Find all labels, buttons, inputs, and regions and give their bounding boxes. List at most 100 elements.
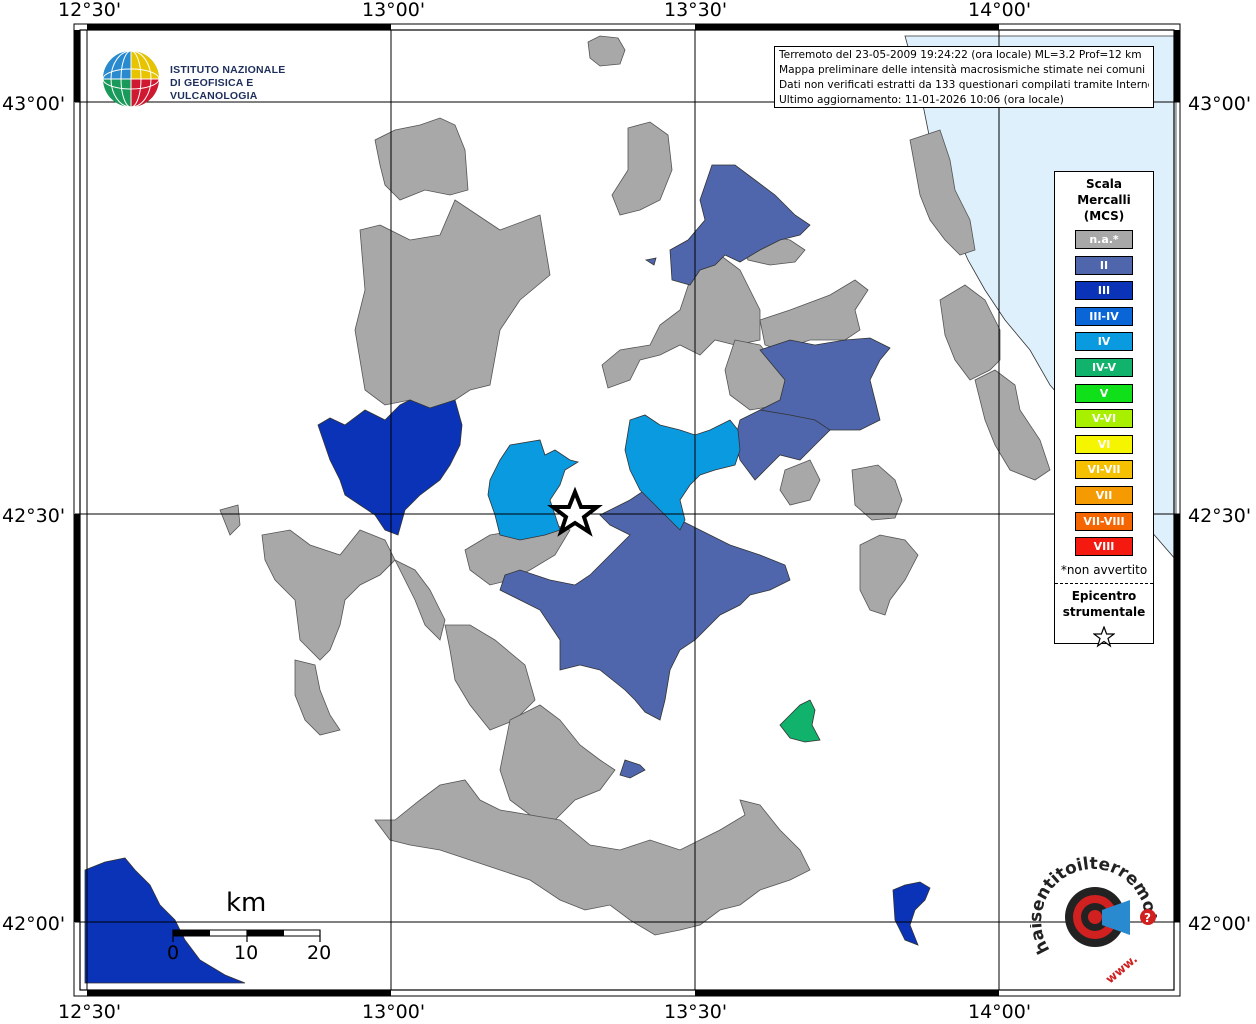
comune-ii <box>644 257 657 266</box>
lon-label-bottom: 12°30' <box>58 1001 121 1023</box>
comune-na <box>354 199 551 411</box>
legend-item: VI-VII <box>1075 460 1133 480</box>
legend-item: n.a.* <box>1075 230 1133 249</box>
comune-na <box>909 129 976 256</box>
logo-line: ISTITUTO NAZIONALE <box>170 64 286 76</box>
legend-note: *non avvertito <box>1060 562 1148 577</box>
comune-na <box>974 369 1051 481</box>
comune-na <box>587 35 626 67</box>
comune-na <box>374 779 811 936</box>
legend-epicenter-line: Epicentro <box>1071 588 1137 603</box>
comune-na <box>859 534 919 616</box>
logo-line: DI GEOFISICA E VULCANOLOGIA <box>170 77 258 102</box>
comune-na <box>779 459 821 506</box>
legend-item: VIII <box>1075 537 1133 557</box>
comune-na <box>261 529 396 661</box>
legend-item: VII-VIII <box>1075 511 1133 531</box>
badge-www: www. <box>1103 952 1140 985</box>
frame-bar-right-2 <box>1174 514 1180 922</box>
frame-ticks <box>74 24 1180 996</box>
scale-tick-label: 10 <box>234 942 259 964</box>
lon-label-bottom: 13°00' <box>362 1001 425 1023</box>
info-line: Dati non verificati estratti da 133 ques… <box>779 79 1149 91</box>
comuni-not-felt <box>219 35 1051 936</box>
legend-item: VI <box>1075 434 1133 454</box>
comuni-intensity-iii <box>84 399 931 984</box>
frame-bar-bottom-1 <box>87 990 391 996</box>
legend-epicenter-line: strumentale <box>1062 604 1146 619</box>
comune-ii <box>499 489 791 721</box>
lat-label-left: 42°00' <box>2 913 65 935</box>
earthquake-info-box: Terremoto del 23-05-2009 19:24:22 (ora l… <box>774 46 1154 108</box>
scale-tick-label: 0 <box>167 942 180 964</box>
comune-na <box>394 559 446 641</box>
comune-ii <box>619 759 646 779</box>
lon-label-top: 12°30' <box>58 0 121 21</box>
legend-item: II <box>1075 255 1133 275</box>
comuni-intensity-iv-v <box>779 699 821 743</box>
comune-iii <box>84 857 246 984</box>
haisentito-logo-icon: haisentitoilterremoto.it ? www. <box>1024 840 1160 986</box>
lat-label-left: 42°30' <box>2 505 65 527</box>
lat-label-left: 43°00' <box>2 93 65 115</box>
comune-iii <box>892 881 931 946</box>
scale-unit: km <box>226 888 267 918</box>
globe-icon <box>102 50 160 108</box>
ingv-logo: ISTITUTO NAZIONALE DI GEOFISICA E VULCAN… <box>100 48 320 112</box>
frame-bar-left-1 <box>74 30 80 102</box>
map-frame <box>79 29 1175 991</box>
frame-bar-left-2 <box>74 514 80 922</box>
comuni-intensity-iv <box>487 414 741 541</box>
comune-na <box>851 464 903 521</box>
comune-na <box>939 284 1001 381</box>
legend-item: VII <box>1075 485 1133 505</box>
legend-divider <box>1055 582 1153 584</box>
scale-bar: km 0 10 20 <box>160 888 350 968</box>
comune-ii <box>669 164 811 286</box>
scale-bar-graphic <box>172 929 321 942</box>
map-outer-frame <box>73 23 1181 997</box>
lon-label-top: 13°30' <box>664 0 727 21</box>
lon-label-bottom: 13°30' <box>664 1001 727 1023</box>
legend-title: Scala Mercalli (MCS) <box>1055 176 1153 224</box>
frame-bar-top-1 <box>87 24 391 30</box>
frame-bar-top-2 <box>695 24 999 30</box>
lat-label-right: 42°00' <box>1188 913 1251 935</box>
comune-na <box>294 659 341 736</box>
comune-na <box>499 704 616 821</box>
comune-iv <box>487 439 580 541</box>
legend-title-line: Scala <box>1085 177 1123 191</box>
frame-bar-bottom-2 <box>695 990 999 996</box>
comune-iii <box>317 399 463 536</box>
info-line: Terremoto del 23-05-2009 19:24:22 (ora l… <box>779 49 1142 61</box>
epicenter-star-icon <box>547 486 603 537</box>
comune-na <box>374 117 469 201</box>
legend-epicenter-label: Epicentro strumentale <box>1055 588 1153 620</box>
legend-title-line: Mercalli <box>1077 193 1131 207</box>
legend-items: n.a.* II III III-IV IV IV-V V V-VI VI VI-VII VII VI… <box>1055 230 1153 557</box>
legend-item: III <box>1075 281 1133 301</box>
frame-bar-right-1 <box>1174 30 1180 102</box>
lon-label-top: 13°00' <box>362 0 425 21</box>
legend-item: V <box>1075 383 1133 403</box>
comune-na <box>219 504 241 536</box>
scale-tick-label: 20 <box>307 942 332 964</box>
lat-label-right: 43°00' <box>1188 93 1251 115</box>
haisentito-badge: haisentitoilterremoto.it ? www. <box>1024 840 1170 986</box>
legend-title-line: (MCS) <box>1083 209 1125 223</box>
graticule <box>75 30 1180 990</box>
mcs-legend: Scala Mercalli (MCS) n.a.* II III III-IV IV I… <box>1054 171 1154 648</box>
comuni-intensity-ii <box>499 164 891 779</box>
info-line: Ultimo aggiornamento: 11-01-2026 10:06 (… <box>779 94 1064 106</box>
legend-item: IV-V <box>1075 357 1133 377</box>
comune-na <box>601 254 761 389</box>
svg-text:?: ? <box>1144 911 1151 925</box>
lon-label-top: 14°00' <box>968 0 1031 21</box>
comune-ii <box>734 409 831 481</box>
lon-label-bottom: 14°00' <box>968 1001 1031 1023</box>
legend-item: V-VI <box>1075 409 1133 429</box>
lat-label-right: 42°30' <box>1188 505 1251 527</box>
info-line: Mappa preliminare delle intensità macros… <box>779 64 1146 76</box>
legend-item: IV <box>1075 332 1133 352</box>
comune-na <box>611 121 673 216</box>
